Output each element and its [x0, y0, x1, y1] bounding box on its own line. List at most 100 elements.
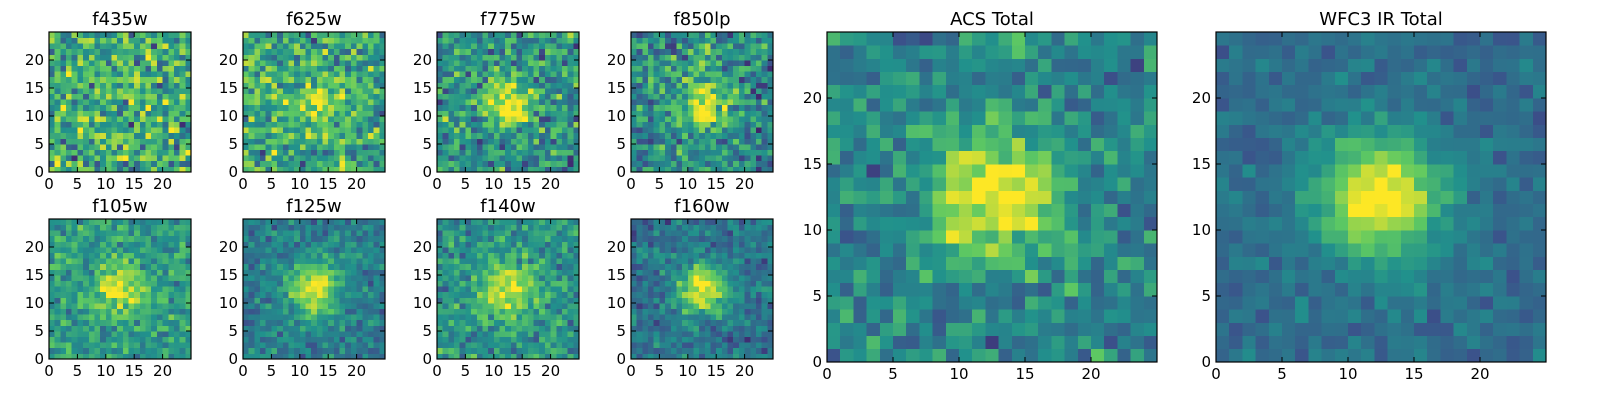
heatmap-cell — [328, 308, 335, 315]
heatmap-cell — [248, 43, 255, 50]
heatmap-cell — [66, 241, 73, 248]
heatmap-cell — [642, 138, 649, 145]
heatmap-cell — [488, 303, 495, 309]
heatmap-cell — [539, 127, 546, 134]
heatmap-cell — [100, 110, 107, 117]
heatmap-cell — [254, 303, 261, 309]
heatmap-cell — [265, 263, 272, 270]
heatmap-cell — [111, 82, 118, 89]
heatmap-cell — [488, 241, 495, 248]
x-tick-label: 15 — [125, 362, 144, 380]
heatmap-cell — [54, 60, 61, 66]
heatmap-cell — [533, 160, 540, 167]
heatmap-cell — [505, 230, 512, 237]
heatmap-cell — [636, 297, 643, 304]
heatmap-cell — [522, 48, 529, 55]
heatmap-cell — [328, 37, 335, 44]
heatmap-cell — [122, 291, 129, 298]
heatmap-cell — [499, 138, 506, 145]
heatmap-cell — [459, 71, 466, 78]
heatmap-cell — [356, 347, 363, 354]
heatmap-cell — [49, 121, 56, 128]
heatmap-cell — [305, 230, 312, 237]
heatmap-cell — [322, 166, 329, 173]
heatmap-cell — [733, 308, 740, 315]
heatmap-cell — [631, 319, 638, 326]
heatmap-cell — [350, 54, 357, 61]
heatmap-cell — [254, 319, 261, 326]
heatmap-cell — [77, 104, 84, 111]
heatmap-cell — [459, 252, 466, 259]
heatmap-cell — [750, 48, 757, 55]
heatmap-cell — [556, 308, 563, 315]
heatmap-cell — [94, 43, 101, 50]
heatmap-cell — [367, 54, 375, 61]
heatmap-cell — [111, 263, 118, 270]
heatmap-cell — [49, 104, 56, 111]
heatmap-cell — [94, 160, 101, 167]
heatmap-cell — [699, 297, 706, 304]
heatmap-cell — [271, 230, 278, 237]
y-tick-label: 15 — [219, 79, 238, 97]
heatmap-cell — [693, 54, 700, 61]
heatmap-cell — [49, 280, 56, 287]
heatmap-cell — [288, 54, 295, 61]
heatmap-cell — [111, 65, 118, 72]
heatmap-cell — [305, 82, 312, 89]
heatmap-cell — [305, 224, 312, 231]
heatmap-cell — [659, 347, 666, 354]
x-tick-label: 0 — [626, 175, 636, 193]
heatmap-cell — [488, 149, 495, 156]
heatmap-cell — [527, 104, 534, 111]
heatmap-cell — [168, 37, 175, 44]
heatmap-cell — [271, 144, 278, 150]
heatmap-cell — [134, 166, 141, 173]
heatmap-cell — [573, 291, 580, 298]
heatmap-cell — [544, 258, 551, 265]
heatmap-cell — [299, 291, 306, 298]
heatmap-cell — [60, 336, 67, 343]
heatmap-cell — [516, 132, 523, 139]
heatmap-cell — [631, 82, 638, 89]
heatmap-cell — [168, 116, 175, 122]
heatmap-cell — [305, 144, 312, 150]
heatmap-cell — [379, 88, 386, 94]
heatmap-cell — [117, 235, 124, 242]
heatmap-cell — [750, 110, 757, 117]
heatmap-cell — [493, 132, 500, 139]
heatmap-cell — [243, 48, 250, 55]
heatmap-cell — [653, 54, 660, 61]
heatmap-cell — [499, 247, 506, 253]
heatmap-cell — [350, 325, 357, 332]
heatmap-cell — [761, 37, 768, 44]
heatmap-cell — [362, 99, 369, 106]
heatmap-cell — [665, 347, 672, 354]
heatmap-cell — [294, 247, 301, 253]
heatmap-cell — [459, 88, 466, 94]
heatmap-cell — [682, 48, 689, 55]
heatmap-cell — [522, 121, 529, 128]
heatmap-cell — [659, 76, 666, 83]
heatmap-cell — [750, 132, 757, 139]
heatmap-cell — [111, 149, 118, 156]
heatmap-cell — [510, 286, 517, 293]
heatmap-cell — [510, 82, 517, 89]
heatmap-cell — [151, 138, 158, 145]
heatmap-cell — [100, 336, 107, 343]
heatmap-cell — [687, 314, 694, 321]
heatmap-cell — [373, 308, 380, 315]
heatmap-cell — [60, 314, 67, 321]
heatmap-cell — [185, 331, 192, 337]
heatmap-cell — [761, 336, 768, 343]
heatmap-cell — [350, 166, 357, 173]
heatmap-cell — [88, 325, 95, 332]
heatmap-cell — [156, 347, 163, 354]
heatmap-cell — [648, 32, 655, 38]
heatmap-cell — [362, 76, 369, 83]
heatmap-cell — [271, 76, 278, 83]
heatmap-cell — [71, 342, 78, 349]
heatmap-cell — [750, 99, 757, 106]
heatmap-cell — [60, 241, 67, 248]
heatmap-cell — [345, 224, 352, 231]
heatmap-cell — [693, 99, 700, 106]
